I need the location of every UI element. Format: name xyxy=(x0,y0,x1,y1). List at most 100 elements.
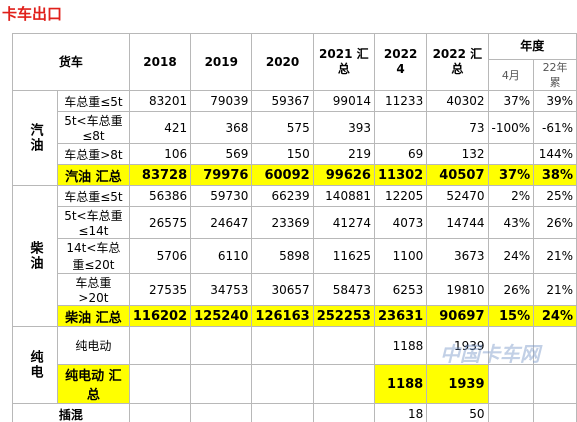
value-cell xyxy=(488,144,534,165)
value-cell: 56386 xyxy=(129,186,190,207)
value-cell: 2% xyxy=(488,186,534,207)
value-cell xyxy=(252,404,313,422)
value-cell: 21% xyxy=(534,239,577,274)
value-cell: 252253 xyxy=(313,306,374,327)
header-cell: 2022 4 xyxy=(374,34,426,91)
value-cell: 23369 xyxy=(252,207,313,239)
group-cell: 柴油 xyxy=(13,186,58,327)
sub-header-cell: 4月 xyxy=(488,60,534,91)
value-cell: 575 xyxy=(252,112,313,144)
value-cell xyxy=(488,365,534,404)
value-cell: 24647 xyxy=(191,207,252,239)
value-cell: 23631 xyxy=(374,306,426,327)
value-cell: 5898 xyxy=(252,239,313,274)
value-cell: 79976 xyxy=(191,165,252,186)
value-cell: 15% xyxy=(488,306,534,327)
value-cell: 99014 xyxy=(313,91,374,112)
value-cell: 21% xyxy=(534,274,577,306)
value-cell: 34753 xyxy=(191,274,252,306)
value-cell: 83201 xyxy=(129,91,190,112)
value-cell: 43% xyxy=(488,207,534,239)
value-cell: 58473 xyxy=(313,274,374,306)
value-cell: 569 xyxy=(191,144,252,165)
value-cell: 126163 xyxy=(252,306,313,327)
value-cell: 90697 xyxy=(427,306,488,327)
value-cell xyxy=(191,404,252,422)
value-cell: 38% xyxy=(534,165,577,186)
value-cell xyxy=(191,327,252,365)
row-label: 5t<车总重≤14t xyxy=(58,207,130,239)
value-cell: 66239 xyxy=(252,186,313,207)
value-cell: 421 xyxy=(129,112,190,144)
value-cell xyxy=(313,327,374,365)
value-cell: 11625 xyxy=(313,239,374,274)
value-cell: 3673 xyxy=(427,239,488,274)
header-cell: 2019 xyxy=(191,34,252,91)
value-cell: 144% xyxy=(534,144,577,165)
value-cell: 25% xyxy=(534,186,577,207)
row-label: 车总重≤5t xyxy=(58,186,130,207)
group-cell: 纯电 xyxy=(13,327,58,404)
value-cell: 83728 xyxy=(129,165,190,186)
value-cell: 393 xyxy=(313,112,374,144)
value-cell: 30657 xyxy=(252,274,313,306)
value-cell: 69 xyxy=(374,144,426,165)
value-cell: 1188 xyxy=(374,365,426,404)
value-cell xyxy=(534,327,577,365)
value-cell: 79039 xyxy=(191,91,252,112)
value-cell: 59730 xyxy=(191,186,252,207)
header-cell: 2022 汇总 xyxy=(427,34,488,91)
value-cell: 116202 xyxy=(129,306,190,327)
value-cell xyxy=(313,365,374,404)
total-label: 柴油 汇总 xyxy=(58,306,130,327)
header-cell: 2021 汇总 xyxy=(313,34,374,91)
total-label: 纯电动 汇总 xyxy=(58,365,130,404)
row-label: 纯电动 xyxy=(58,327,130,365)
header-cell: 2020 xyxy=(252,34,313,91)
value-cell: 52470 xyxy=(427,186,488,207)
value-cell: 26% xyxy=(534,207,577,239)
header-cell: 货车 xyxy=(13,34,130,91)
row-label: 14t<车总重≤20t xyxy=(58,239,130,274)
value-cell xyxy=(252,365,313,404)
value-cell: 24% xyxy=(534,306,577,327)
value-cell: 37% xyxy=(488,91,534,112)
header-cell: 2018 xyxy=(129,34,190,91)
value-cell: -100% xyxy=(488,112,534,144)
value-cell: 26% xyxy=(488,274,534,306)
row-label: 车总重>20t xyxy=(58,274,130,306)
row-label: 车总重>8t xyxy=(58,144,130,165)
value-cell: 4073 xyxy=(374,207,426,239)
value-cell: 1939 xyxy=(427,365,488,404)
value-cell: 6110 xyxy=(191,239,252,274)
value-cell: 37% xyxy=(488,165,534,186)
value-cell: 1188 xyxy=(374,327,426,365)
value-cell: 19810 xyxy=(427,274,488,306)
value-cell xyxy=(129,365,190,404)
value-cell: 60092 xyxy=(252,165,313,186)
value-cell: 150 xyxy=(252,144,313,165)
value-cell: 219 xyxy=(313,144,374,165)
value-cell: 11302 xyxy=(374,165,426,186)
value-cell: 24% xyxy=(488,239,534,274)
header-cell: 年度 xyxy=(488,34,577,60)
value-cell xyxy=(129,327,190,365)
value-cell: 11233 xyxy=(374,91,426,112)
value-cell: 73 xyxy=(427,112,488,144)
value-cell xyxy=(129,404,190,422)
value-cell: 368 xyxy=(191,112,252,144)
value-cell: -61% xyxy=(534,112,577,144)
value-cell: 106 xyxy=(129,144,190,165)
value-cell: 41274 xyxy=(313,207,374,239)
value-cell xyxy=(488,404,534,422)
value-cell: 14744 xyxy=(427,207,488,239)
